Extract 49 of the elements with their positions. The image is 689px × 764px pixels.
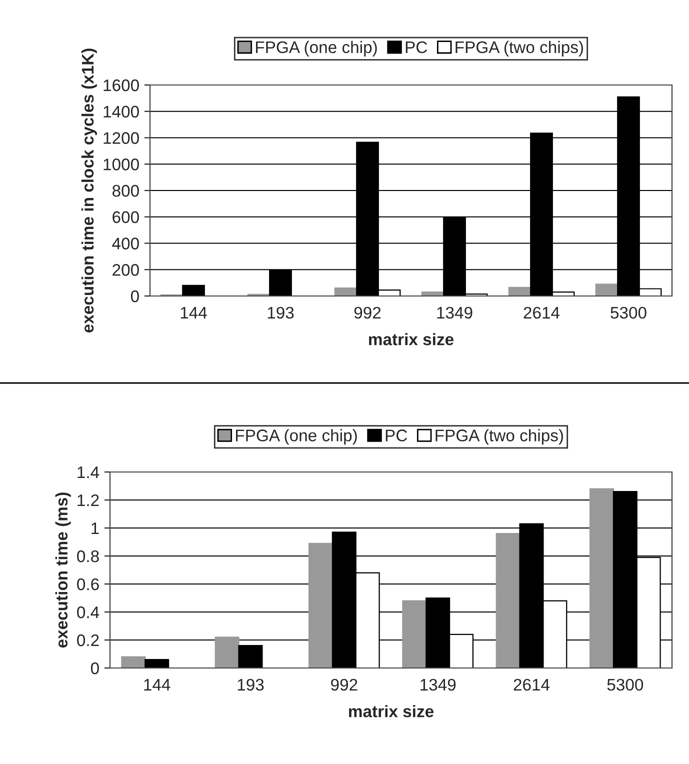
bar [144, 659, 170, 668]
y-tick-label: 1.2 [78, 494, 99, 506]
legend-label: PC [406, 41, 428, 54]
bar [238, 645, 263, 668]
x-tick-label: 193 [238, 678, 264, 691]
bar [214, 636, 240, 668]
x-tick-label: 5300 [607, 678, 644, 691]
y-tick-label: 0 [90, 662, 99, 674]
x-tick-label: 1349 [420, 678, 456, 691]
x-tick-label: 144 [144, 679, 170, 690]
y-tick-label: 0 [130, 290, 139, 302]
x-tick-label: 1349 [437, 306, 472, 319]
x-tick-label: 193 [268, 306, 294, 319]
x-tick-label: 992 [354, 306, 381, 319]
x-tick-label: 992 [331, 678, 358, 691]
x-tick-label: 2614 [514, 678, 550, 691]
y-tick-label: 200 [112, 264, 139, 276]
y-tick-label: 0.2 [77, 634, 99, 646]
y-tick-label: 1400 [104, 106, 139, 118]
x-axis-title: matrix size [369, 333, 454, 346]
y-tick-label: 0.4 [77, 606, 100, 618]
legend-label: FPGA (two chips) [436, 429, 563, 445]
bar [121, 656, 146, 668]
x-tick-label: 2614 [524, 306, 560, 319]
legend-label: FPGA (two chips) [456, 40, 583, 56]
y-tick-label: 1.4 [78, 466, 100, 478]
legend-label: FPGA (one chip) [256, 40, 377, 56]
bar [595, 284, 618, 296]
bar [182, 284, 205, 296]
x-tick-label: 144 [180, 307, 207, 318]
y-tick-label: 1600 [104, 79, 139, 92]
y-tick-label: 800 [112, 184, 139, 197]
legend-label: FPGA (one chip) [236, 429, 357, 445]
y-axis-title: execution time (ms) [55, 492, 71, 648]
legend-label: PC [386, 430, 408, 442]
x-axis-title: matrix size [349, 705, 434, 718]
y-tick-label: 1200 [104, 132, 139, 144]
y-axis-title: execution time in clock cycles (x1K) [81, 48, 97, 332]
bar [402, 600, 427, 668]
bar [589, 488, 614, 668]
y-tick-label: 600 [112, 211, 139, 224]
x-tick-label: 5300 [610, 306, 646, 319]
y-tick-label: 1000 [104, 158, 139, 170]
bar [308, 542, 334, 668]
y-tick-label: 1 [92, 522, 99, 534]
bar [496, 533, 520, 668]
y-tick-label: 0.6 [77, 578, 99, 590]
y-tick-label: 400 [112, 238, 139, 250]
y-tick-label: 0.8 [77, 550, 99, 562]
